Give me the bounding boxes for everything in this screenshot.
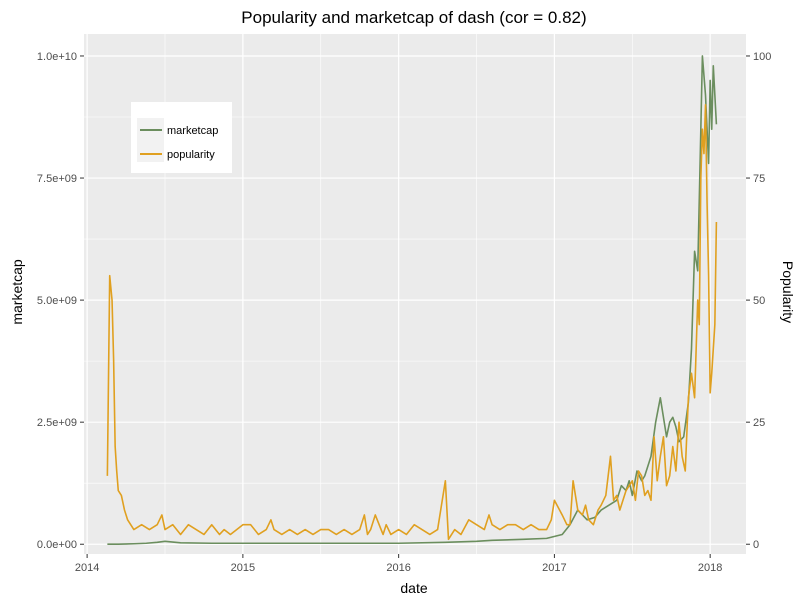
y-right-tick-label: 0 (753, 539, 759, 551)
legend-label-popularity: popularity (167, 149, 215, 161)
y-tick-label: 2.5e+09 (37, 417, 77, 429)
y-tick-label: 5.0e+09 (37, 295, 77, 307)
legend-label-marketcap: marketcap (167, 125, 218, 137)
series-line-marketcap (107, 55, 718, 546)
chart-title: Popularity and marketcap of dash (cor = … (241, 8, 586, 27)
y-right-axis-title: Popularity (780, 261, 796, 323)
x-tick-label: 2015 (231, 562, 255, 574)
legend: marketcap popularity (131, 102, 232, 173)
axes: 2014 2015 2016 2017 2018 0.0e+00 2.5e+09 5.0e+0… (37, 51, 771, 574)
y-right-tick-label: 50 (753, 295, 765, 307)
legend-key-background (137, 118, 164, 162)
x-tick-label: 2018 (698, 562, 722, 574)
y-right-tick-label: 25 (753, 417, 765, 429)
series-line-popularity (106, 104, 718, 541)
series-lines (106, 55, 718, 546)
x-tick-label: 2016 (386, 562, 410, 574)
y-tick-label: 7.5e+09 (37, 173, 77, 185)
y-tick-label: 0.0e+00 (37, 539, 77, 551)
y-axis-title: marketcap (9, 259, 25, 325)
x-tick-label: 2017 (542, 562, 566, 574)
y-right-tick-label: 75 (753, 173, 765, 185)
x-tick-label: 2014 (75, 562, 99, 574)
y-right-tick-label: 100 (753, 51, 771, 63)
x-axis-title: date (400, 580, 427, 596)
y-tick-label: 1.0e+10 (37, 51, 77, 63)
